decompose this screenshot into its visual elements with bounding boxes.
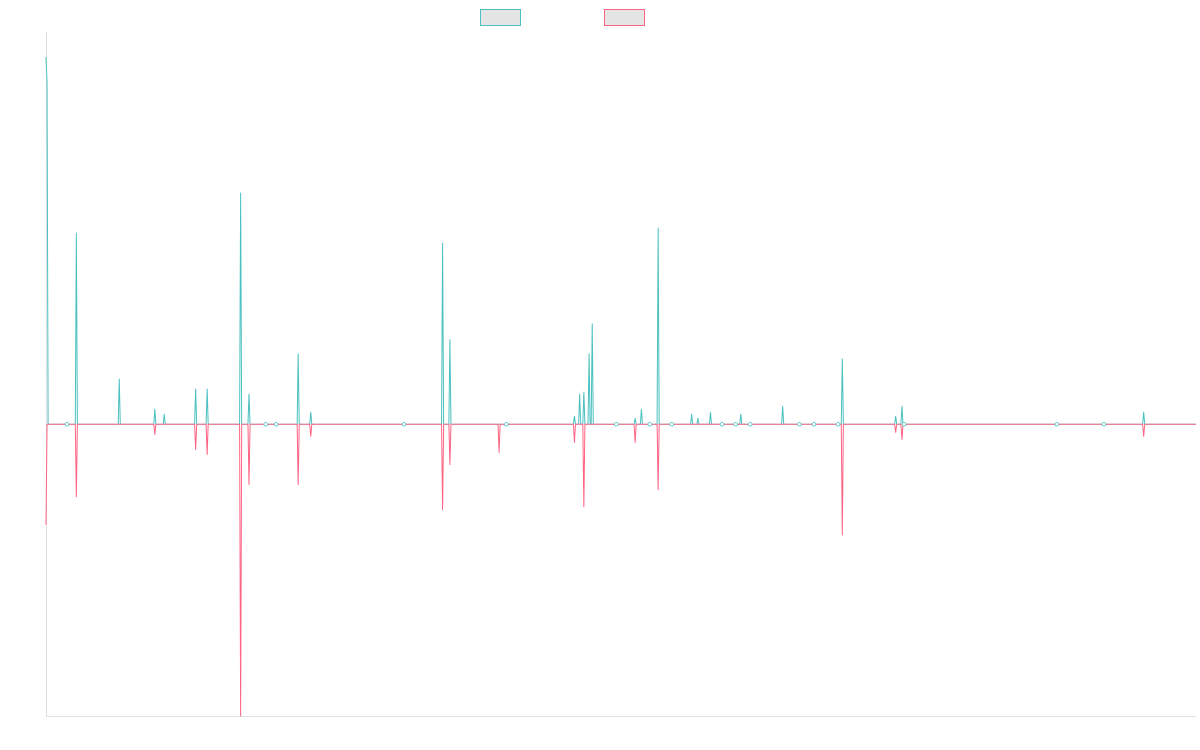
data-point-marker[interactable] [1101,422,1107,427]
data-point-marker[interactable] [647,422,652,427]
data-point-marker[interactable] [811,422,817,427]
legend-swatch-series-1[interactable] [480,9,521,26]
data-point-marker[interactable] [797,422,802,427]
legend-swatch-series-2[interactable] [604,9,645,26]
data-point-marker[interactable] [748,422,753,427]
axes [46,32,1196,717]
data-point-marker[interactable] [64,422,70,427]
data-point-marker[interactable] [719,422,725,427]
data-point-marker[interactable] [733,422,738,427]
data-point-marker[interactable] [901,422,907,427]
data-point-marker[interactable] [504,422,509,427]
legend [480,9,645,26]
data-point-marker[interactable] [669,422,674,427]
series-1-line [45,57,1196,425]
data-point-marker[interactable] [835,422,841,427]
data-point-marker[interactable] [1054,422,1060,427]
data-point-marker[interactable] [401,422,407,427]
plot-area [45,57,1196,717]
data-point-marker[interactable] [263,422,268,427]
data-point-marker[interactable] [614,422,619,427]
data-point-marker[interactable] [274,422,279,427]
series-2-line [45,423,1196,717]
